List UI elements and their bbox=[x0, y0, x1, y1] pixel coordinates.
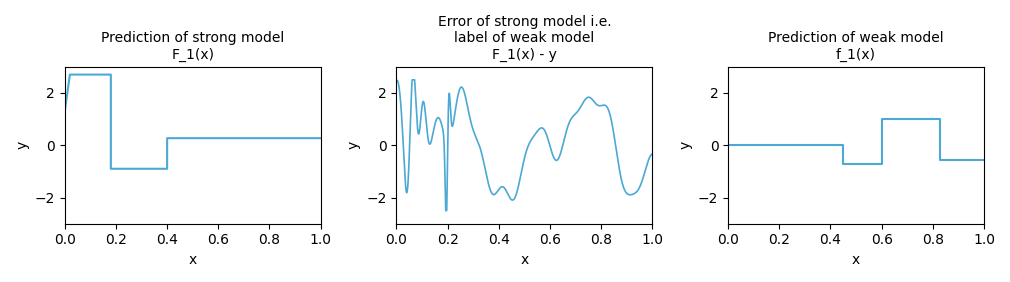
X-axis label: x: x bbox=[189, 253, 197, 267]
Title: Prediction of weak model
f_1(x): Prediction of weak model f_1(x) bbox=[769, 31, 944, 61]
Y-axis label: y: y bbox=[679, 141, 693, 149]
Title: Error of strong model i.e.
label of weak model
F_1(x) - y: Error of strong model i.e. label of weak… bbox=[437, 15, 611, 61]
X-axis label: x: x bbox=[520, 253, 528, 267]
X-axis label: x: x bbox=[851, 253, 861, 267]
Y-axis label: y: y bbox=[346, 141, 361, 149]
Title: Prediction of strong model
F_1(x): Prediction of strong model F_1(x) bbox=[101, 31, 285, 61]
Y-axis label: y: y bbox=[15, 141, 29, 149]
